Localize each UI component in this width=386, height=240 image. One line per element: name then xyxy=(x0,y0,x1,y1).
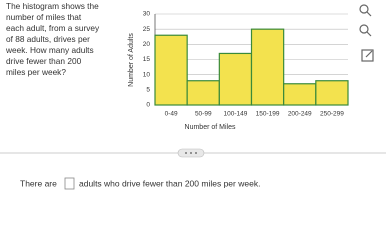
bar xyxy=(283,83,317,106)
x-axis-label: Number of Miles xyxy=(185,124,236,131)
x-tick-label: 50-99 xyxy=(195,111,212,118)
question-line: miles per week? xyxy=(6,67,66,77)
bar xyxy=(218,52,253,106)
x-tick-label: 250-299 xyxy=(320,111,344,118)
x-tick-label: 0-49 xyxy=(165,111,178,118)
x-tick-label: 200-249 xyxy=(288,111,312,118)
question-line: each adult, from a survey xyxy=(6,23,100,33)
zoom-out-icon[interactable] xyxy=(359,24,372,37)
y-tick-label: 25 xyxy=(143,26,151,33)
histogram: 0 5 10 15 20 25 30 0-49 50-99 100-149 150-199 200-2… xyxy=(143,11,349,118)
question-line: The histogram shows the xyxy=(6,1,99,11)
answer-input[interactable] xyxy=(64,177,75,190)
zoom-in-icon[interactable] xyxy=(359,4,372,17)
page: The histogram shows the number of miles t… xyxy=(0,1,386,190)
x-tick-label: 150-199 xyxy=(256,111,280,118)
bar xyxy=(154,34,188,106)
y-tick-label: 5 xyxy=(146,87,150,94)
y-tick-label: 30 xyxy=(143,11,151,18)
answer-prefix: There are xyxy=(20,178,57,188)
y-tick-label: 0 xyxy=(146,102,150,109)
y-tick-label: 15 xyxy=(143,56,151,63)
bar xyxy=(186,80,220,106)
bar xyxy=(315,80,349,106)
y-tick-label: 20 xyxy=(143,41,151,48)
x-tick-label: 100-149 xyxy=(223,111,247,118)
more-button[interactable] xyxy=(177,148,205,158)
expand-icon[interactable] xyxy=(361,49,374,62)
question-line: drive fewer than 200 xyxy=(6,56,82,66)
y-tick-label: 10 xyxy=(143,71,151,78)
question-line: number of miles that xyxy=(6,12,82,22)
bar xyxy=(250,28,285,106)
question-line: week. How many adults xyxy=(5,45,94,55)
question-line: of 88 adults, drives per xyxy=(6,34,90,44)
y-axis-label: Number of Adults xyxy=(128,33,135,87)
answer-suffix: adults who drive fewer than 200 miles pe… xyxy=(79,178,260,188)
